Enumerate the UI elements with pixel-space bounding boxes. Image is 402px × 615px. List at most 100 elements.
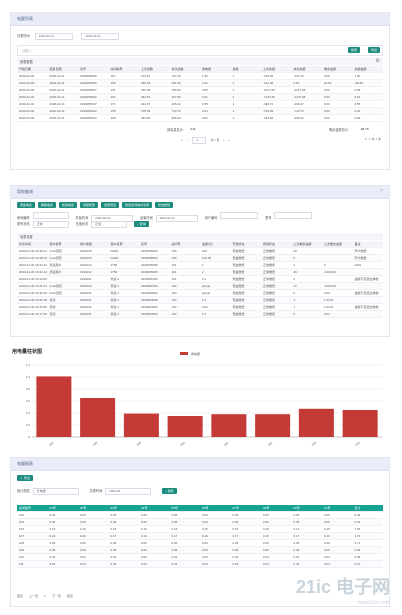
report-row[interactable]: 2020-02-02 2020-02-11 0190095008 187 132.19 1… bbox=[17, 72, 383, 80]
toolbar-button[interactable]: 添加电表 bbox=[17, 202, 36, 208]
close-icon[interactable]: × bbox=[380, 188, 383, 194]
daily-cell: 0.17 bbox=[108, 532, 139, 540]
report-cell: 189 bbox=[108, 79, 139, 87]
meter-cell bbox=[322, 254, 353, 262]
pager-link[interactable]: 上一页 bbox=[29, 594, 39, 598]
report-cell: 2020-02-11 bbox=[47, 79, 78, 87]
meter-cell: 开户缴费 bbox=[352, 254, 383, 262]
report-row[interactable]: 2020-02-02 2020-02-11 0190095006 189 280.93 2… bbox=[17, 79, 383, 87]
meter-cell: 46 bbox=[291, 268, 322, 276]
report-row[interactable]: 2020-02-02 2020-02-11 0190095007 191 756.08 7… bbox=[17, 86, 383, 94]
toolbar-button[interactable]: 修改数值 bbox=[155, 202, 174, 208]
chart-panel: 用电量柱状图 用电量 0 0.2 0.4 0.6 0.8 1.0 1.2 181 188 189 19… bbox=[10, 343, 390, 461]
bar bbox=[123, 413, 159, 437]
daily-cell: 0.04 bbox=[78, 560, 109, 568]
room-input[interactable] bbox=[32, 212, 69, 219]
pager-link[interactable]: 首页 bbox=[17, 594, 24, 598]
pager-link[interactable]: 尾页 bbox=[66, 594, 73, 598]
meter-cell: -1006.00 bbox=[322, 268, 353, 276]
daily-row[interactable]: 110 0.04 0.04 0.04 0.04 0.04 0.04 0.04 0.04 0.04 0… bbox=[17, 553, 383, 561]
daily-row[interactable]: 109 0.05 0.05 0.05 0.05 0.05 0.05 0.05 0.05 0.05 0… bbox=[17, 546, 383, 554]
meter-row[interactable]: 2020-01-30 16:41:12 测试用户 0190110 1756 019009… bbox=[17, 268, 383, 276]
toolbar-button[interactable]: 批量导出 bbox=[101, 202, 120, 208]
daily-row[interactable]: 111 0.04 0.04 0.04 0.04 0.04 0.04 0.04 0.04 0.04 0… bbox=[17, 560, 383, 568]
daily-cell: 0.06 bbox=[261, 518, 292, 526]
report-cell: 132.19 bbox=[139, 72, 170, 80]
date-to-input[interactable]: 2020-02-11 bbox=[81, 33, 120, 40]
daily-row[interactable]: 104 0.15 0.15 0.15 0.16 0.15 0.15 0.15 0.16 0.13 0… bbox=[17, 525, 383, 533]
date-from-input[interactable]: 2020-02-01 bbox=[34, 33, 73, 40]
meter-cell bbox=[352, 268, 383, 276]
export-button[interactable]: 导出 bbox=[367, 47, 380, 53]
pager-link[interactable]: 下一页 bbox=[51, 594, 61, 598]
daily-cell: 0.06 bbox=[322, 539, 353, 547]
toolbar-button[interactable]: 删除电表 bbox=[38, 202, 57, 208]
last-page-icon[interactable]: » bbox=[228, 138, 230, 142]
daily-cell: 111 bbox=[17, 560, 48, 568]
report-title-bar: 报表数据 ⚙ bbox=[17, 57, 383, 65]
prev-page-icon[interactable]: ‹ bbox=[186, 138, 188, 142]
next-page-icon[interactable]: › bbox=[223, 138, 225, 142]
report-search-button[interactable]: ⌕ 搜索 bbox=[162, 488, 177, 494]
daily-cell: 0.16 bbox=[261, 525, 292, 533]
meter-row[interactable]: 2020-01-30 16:48:15 fsnst测定 0190105 fstd01 0… bbox=[17, 254, 383, 262]
meter-row[interactable]: 2020-01-30 16:41:04 fsnst测定 0190103 测试-1 019… bbox=[17, 282, 383, 290]
toolbar-button[interactable]: 修改合同电价功率 bbox=[122, 202, 153, 208]
report-row[interactable]: 2020-02-02 2020-02-11 0190085102 195 705.09 7… bbox=[17, 107, 383, 115]
page-number-input[interactable]: 1 bbox=[192, 137, 207, 144]
daily-table-wrap: 房间编号 01号 02号 03号 04号 05号 06号 07号 08号 09号 10号 合计 102… bbox=[17, 505, 383, 568]
meter-cell: 正常缴费 bbox=[261, 254, 292, 262]
type-select[interactable]: 日电量 bbox=[32, 488, 79, 495]
daily-cell: 0.15 bbox=[322, 525, 353, 533]
bar bbox=[211, 414, 247, 437]
report-row[interactable]: 2020-02-02 2020-02-11 0190085107 171 434.67 4… bbox=[17, 100, 383, 108]
end-input[interactable]: 2020-02-11 bbox=[155, 215, 198, 222]
meter-row[interactable]: 2020-01-30 16:33:08 测试 0190101 测试-1 01900840… bbox=[17, 303, 383, 311]
time-input[interactable]: 2020-02 bbox=[105, 488, 152, 495]
meter-header-cell: 用户名称 bbox=[108, 241, 139, 248]
meter-row[interactable]: 2020-01-30 16:44:09 0190091 测试-1 0190081000… bbox=[17, 275, 383, 283]
first-page-icon[interactable]: « bbox=[181, 138, 183, 142]
meter-row[interactable]: 2020-01-30 16:17:08 测试 0190101 测试-1 01900840… bbox=[17, 310, 383, 318]
meter-status-select[interactable]: 正常 bbox=[32, 221, 69, 228]
report-export-button[interactable]: ⇩ 导出 bbox=[17, 475, 33, 481]
daily-cell: 0.06 bbox=[139, 518, 170, 526]
watermark-url: www.21ic.com bbox=[358, 600, 390, 606]
bar bbox=[36, 376, 72, 437]
meter-row[interactable]: 2020-01-30 16:36:29 fsnst测定 0190101 测试-1 019… bbox=[17, 289, 383, 297]
meter-cell: fsnst测定 bbox=[47, 254, 78, 262]
pager-link[interactable]: 1 bbox=[44, 594, 46, 598]
meter-row[interactable]: 2020-01-30 16:33:18 测试 0190101 测试-1 01900840… bbox=[17, 296, 383, 304]
daily-cell: 0.05 bbox=[322, 511, 353, 519]
x-tick-label: 190 bbox=[179, 440, 186, 446]
query-button[interactable]: ⌕ 查询 bbox=[134, 221, 149, 227]
charge-status-select[interactable]: 正常 bbox=[91, 221, 128, 228]
meter-row[interactable]: 2020-01-30 16:49:41 fsnst测定 0190105 fstd01 0… bbox=[17, 247, 383, 255]
report-header-cell: 本次余额 bbox=[291, 66, 322, 73]
toolbar-button[interactable]: 批量修改 bbox=[80, 202, 99, 208]
meter-header-cell: 用户类型 bbox=[78, 241, 109, 248]
daily-row[interactable]: 107 0.22 0.20 0.17 0.16 0.17 0.16 0.17 0.16 0.17 0… bbox=[17, 532, 383, 540]
chart-title: 用电量柱状图 bbox=[12, 349, 43, 355]
meter-cell: 0 bbox=[291, 310, 322, 318]
meter-row[interactable]: 2020-01-30 16:44:19 测试用户 0190110 1756 019009… bbox=[17, 261, 383, 269]
meter-header-cell: 用户编号 bbox=[47, 241, 78, 248]
daily-row[interactable]: 102 0.04 0.05 0.05 0.05 0.05 0.05 0.05 0.05 0.05 0… bbox=[17, 511, 383, 519]
report-row[interactable]: 2020-02-02 2020-02-11 0190085100 198 364.80 3… bbox=[17, 114, 383, 122]
search-button[interactable]: 搜索 bbox=[347, 47, 360, 53]
daily-cell: 1.74 bbox=[352, 532, 383, 540]
daily-row[interactable]: 108 0.06 0.06 0.06 0.06 0.06 0.06 0.06 0.06 0.06 0… bbox=[17, 539, 383, 547]
meter-header-cell: 金额(元) bbox=[200, 241, 231, 248]
report-cell: 1 bbox=[230, 72, 261, 80]
user-input[interactable] bbox=[220, 212, 259, 219]
daily-row[interactable]: 103 0.06 0.06 0.06 0.06 0.06 0.06 0.06 0.06 0.06 0… bbox=[17, 518, 383, 526]
search-input[interactable]: 请输入 bbox=[22, 49, 32, 53]
daily-cell: 0.06 bbox=[108, 518, 139, 526]
meter-input[interactable] bbox=[274, 212, 313, 219]
daily-cell: 0.05 bbox=[139, 546, 170, 554]
report-row[interactable]: 2020-02-02 2020-02-11 0190095002 192 464.51 4… bbox=[17, 93, 383, 101]
label-room: 房间编号 bbox=[17, 216, 30, 220]
date-filter: 抄表时间 2020-02-01 - 2020-02-11 bbox=[17, 33, 120, 40]
toolbar-button[interactable]: 修改电表 bbox=[59, 202, 78, 208]
settings-icon[interactable]: ⚙ bbox=[375, 58, 380, 64]
